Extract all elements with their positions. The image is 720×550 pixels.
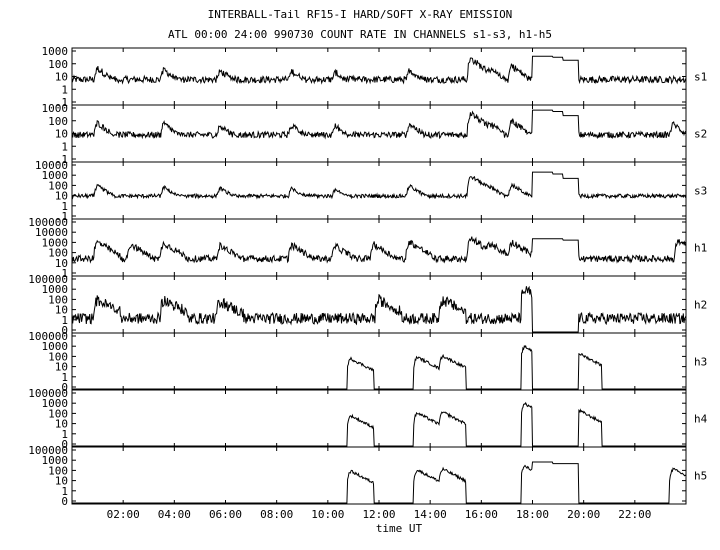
x-tick-label-4: 10:00	[311, 508, 344, 521]
y-tick-label-h1-1: 10000	[35, 226, 68, 239]
y-tick-label-h2-1: 1000	[42, 283, 69, 296]
y-tick-label-h2-2: 100	[48, 293, 68, 306]
panel-frame-h5	[71, 446, 687, 505]
y-tick-label-h5-5: 0	[61, 495, 68, 508]
y-tick-label-h5-0: 100000	[28, 444, 68, 457]
y-tick-label-h4-4: 1	[61, 428, 68, 441]
x-tick-label-0: 02:00	[107, 508, 140, 521]
x-tick-label-2: 06:00	[209, 508, 242, 521]
x-axis-label: time UT	[376, 522, 423, 535]
y-tick-label-s3-1: 1000	[42, 169, 69, 182]
y-tick-label-s2-4: .1	[55, 153, 68, 166]
y-tick-label-h1-0: 100000	[28, 216, 68, 229]
series-line-s2	[71, 109, 687, 140]
x-tick-label-9: 20:00	[567, 508, 600, 521]
y-tick-label-s1-1: 100	[48, 58, 68, 71]
y-tick-label-h1-5: 1	[61, 267, 68, 280]
y-tick-label-h4-0: 100000	[28, 387, 68, 400]
x-tick-label-1: 04:00	[158, 508, 191, 521]
y-tick-label-h1-3: 100	[48, 247, 68, 260]
y-tick-label-h2-3: 10	[55, 304, 68, 317]
y-tick-label-s2-1: 100	[48, 115, 68, 128]
x-tick-label-3: 08:00	[260, 508, 293, 521]
y-tick-label-h3-4: 1	[61, 371, 68, 384]
series-line-s1	[71, 55, 687, 85]
x-tick-label-6: 14:00	[414, 508, 447, 521]
series-line-h3	[72, 344, 686, 390]
y-tick-label-s1-4: .1	[55, 96, 68, 109]
panel-label-h5: h5	[694, 470, 707, 483]
panel-frame-s1	[71, 47, 687, 106]
y-tick-label-s1-2: 10	[55, 71, 68, 84]
y-tick-label-h4-1: 1000	[42, 397, 69, 410]
y-tick-label-s2-3: 1	[61, 140, 68, 153]
y-tick-label-h4-5: 0	[61, 438, 68, 451]
x-tick-label-8: 18:00	[516, 508, 549, 521]
y-tick-label-s3-4: 1	[61, 200, 68, 213]
y-tick-label-s2-2: 10	[55, 128, 68, 141]
series-line-s3	[71, 171, 687, 200]
y-tick-label-s3-3: 10	[55, 190, 68, 203]
series-line-h5	[72, 461, 687, 504]
series-line-h4	[72, 401, 686, 447]
x-tick-label-5: 12:00	[362, 508, 395, 521]
y-tick-label-h2-0: 100000	[28, 273, 68, 286]
y-tick-label-s1-3: 1	[61, 83, 68, 96]
panel-label-h3: h3	[694, 356, 707, 369]
panel-label-s3: s3	[694, 185, 707, 198]
chart-subtitle: ATL 00:00 24:00 990730 COUNT RATE IN CHA…	[167, 28, 553, 41]
y-tick-label-h5-3: 10	[55, 475, 68, 488]
panel-frame-s2	[71, 104, 687, 163]
panel-label-h1: h1	[694, 242, 707, 255]
y-tick-label-h4-2: 100	[48, 407, 68, 420]
y-tick-label-h1-4: 10	[55, 257, 68, 270]
y-tick-label-s3-0: 10000	[35, 159, 68, 172]
series-line-h1	[71, 236, 686, 264]
y-tick-label-h2-4: 1	[61, 314, 68, 327]
y-tick-label-h3-0: 100000	[28, 330, 68, 343]
x-tick-label-7: 16:00	[465, 508, 498, 521]
y-tick-label-h3-3: 10	[55, 361, 68, 374]
y-tick-label-h5-4: 1	[61, 485, 68, 498]
panel-label-h4: h4	[694, 413, 708, 426]
y-tick-label-h3-2: 100	[48, 350, 68, 363]
panel-label-s1: s1	[694, 71, 707, 84]
y-tick-label-h2-5: 0	[61, 324, 68, 337]
y-tick-label-s3-5: .1	[55, 210, 68, 223]
y-tick-label-h5-2: 100	[48, 464, 68, 477]
y-tick-label-h5-1: 1000	[42, 454, 69, 467]
y-tick-label-s2-0: 1000	[42, 102, 69, 115]
y-tick-label-s3-2: 100	[48, 179, 68, 192]
y-tick-label-h1-2: 1000	[42, 236, 69, 249]
series-line-h2	[71, 285, 687, 333]
y-tick-label-h3-5: 0	[61, 381, 68, 394]
y-tick-label-h3-1: 1000	[42, 340, 69, 353]
y-tick-label-h4-3: 10	[55, 418, 68, 431]
chart-title: INTERBALL-Tail RF15-I HARD/SOFT X-RAY EM…	[207, 8, 513, 21]
x-tick-label-10: 22:00	[618, 508, 651, 521]
y-tick-label-s1-0: 1000	[42, 45, 69, 58]
panel-label-s2: s2	[694, 128, 707, 141]
panel-label-h2: h2	[694, 299, 707, 312]
